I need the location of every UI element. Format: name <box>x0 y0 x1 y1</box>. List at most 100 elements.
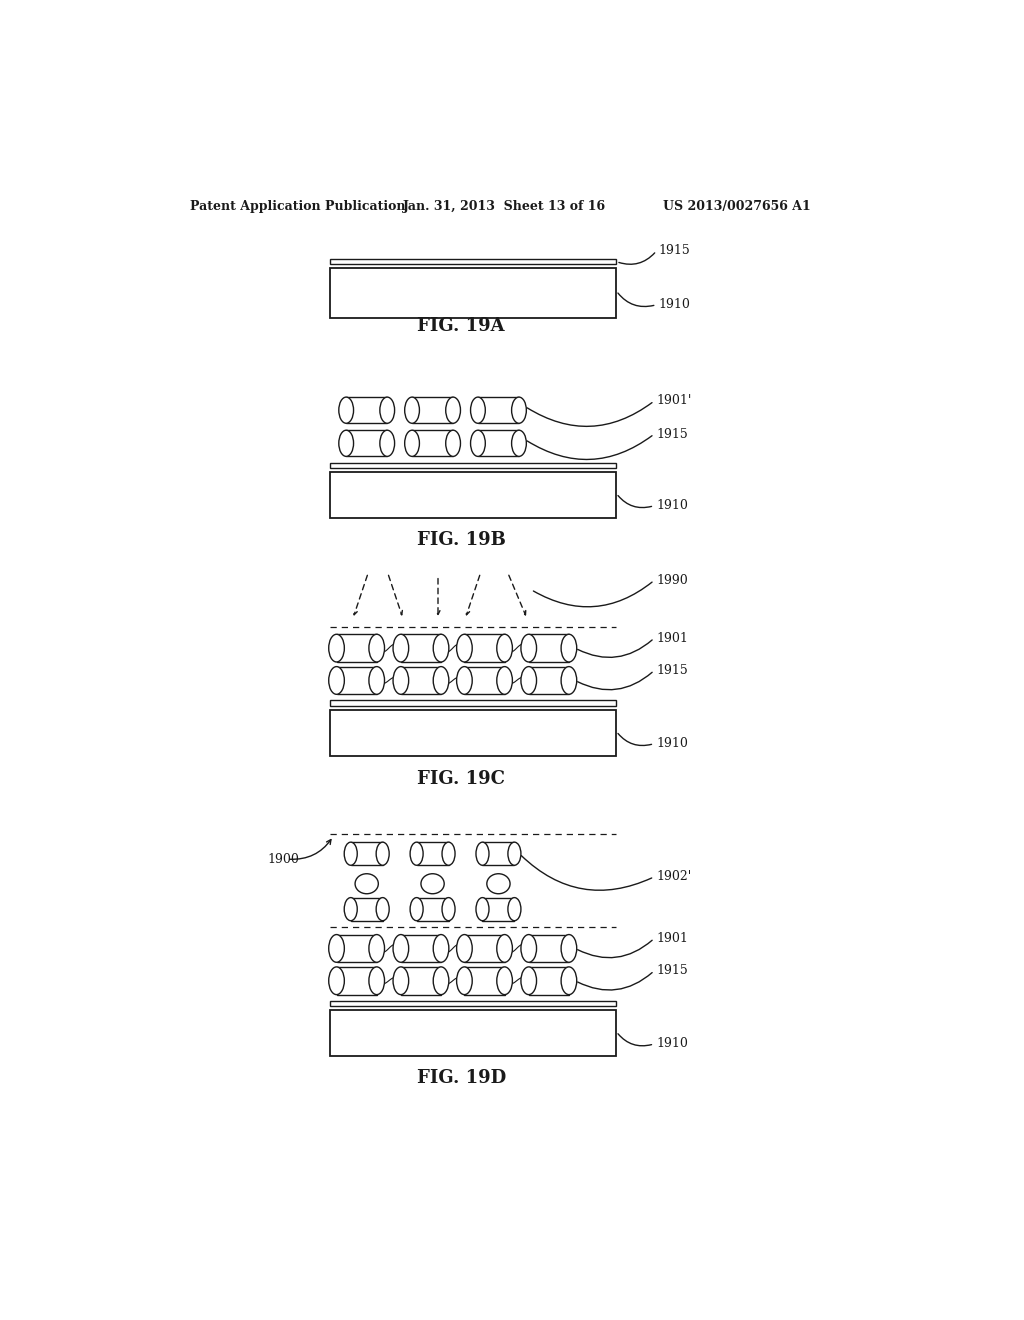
Ellipse shape <box>497 635 512 663</box>
Ellipse shape <box>410 842 423 866</box>
Ellipse shape <box>433 635 449 663</box>
Bar <box>528 935 569 962</box>
Bar <box>330 268 616 318</box>
Ellipse shape <box>433 966 449 995</box>
Bar <box>528 667 569 694</box>
Bar <box>478 397 519 424</box>
Bar <box>400 635 441 663</box>
Ellipse shape <box>376 898 389 921</box>
Ellipse shape <box>445 397 461 424</box>
Ellipse shape <box>457 966 472 995</box>
Ellipse shape <box>329 966 344 995</box>
Bar <box>337 966 377 995</box>
Text: 1915: 1915 <box>656 664 688 677</box>
Bar <box>330 1001 616 1006</box>
Ellipse shape <box>512 397 526 424</box>
Ellipse shape <box>508 898 521 921</box>
Ellipse shape <box>476 842 489 866</box>
Bar <box>465 966 505 995</box>
Text: 1901: 1901 <box>656 932 688 945</box>
Ellipse shape <box>329 935 344 962</box>
Ellipse shape <box>433 667 449 694</box>
Bar <box>412 430 453 457</box>
Text: 1901: 1901 <box>656 631 688 644</box>
Bar <box>465 635 505 663</box>
Bar <box>330 259 616 264</box>
Ellipse shape <box>471 397 485 424</box>
Text: Patent Application Publication: Patent Application Publication <box>190 199 406 213</box>
Ellipse shape <box>339 397 353 424</box>
Bar <box>478 430 519 457</box>
Bar <box>417 842 449 866</box>
Ellipse shape <box>404 430 420 457</box>
Bar <box>412 397 453 424</box>
Bar <box>528 635 569 663</box>
Text: US 2013/0027656 A1: US 2013/0027656 A1 <box>663 199 811 213</box>
Ellipse shape <box>512 430 526 457</box>
Ellipse shape <box>393 935 409 962</box>
Ellipse shape <box>561 667 577 694</box>
Ellipse shape <box>521 635 537 663</box>
Ellipse shape <box>339 430 353 457</box>
Ellipse shape <box>521 935 537 962</box>
Ellipse shape <box>497 966 512 995</box>
Bar <box>330 471 616 517</box>
Text: 1910: 1910 <box>656 737 688 750</box>
Bar <box>400 966 441 995</box>
Ellipse shape <box>329 667 344 694</box>
Ellipse shape <box>344 898 357 921</box>
Ellipse shape <box>445 430 461 457</box>
Text: FIG. 19B: FIG. 19B <box>417 531 506 549</box>
Bar <box>400 667 441 694</box>
Text: 1915: 1915 <box>656 964 688 977</box>
Bar <box>528 966 569 995</box>
Ellipse shape <box>471 430 485 457</box>
Text: 1901': 1901' <box>656 395 692 408</box>
Ellipse shape <box>329 635 344 663</box>
Text: 1915: 1915 <box>656 428 688 441</box>
Bar <box>465 667 505 694</box>
Bar <box>337 935 377 962</box>
Text: Jan. 31, 2013  Sheet 13 of 16: Jan. 31, 2013 Sheet 13 of 16 <box>403 199 606 213</box>
Text: 1900: 1900 <box>267 853 299 866</box>
Bar <box>337 635 377 663</box>
Ellipse shape <box>393 635 409 663</box>
Text: 1902': 1902' <box>656 870 692 883</box>
Text: 1910: 1910 <box>656 1038 688 1051</box>
Ellipse shape <box>561 935 577 962</box>
Ellipse shape <box>561 635 577 663</box>
Text: FIG. 19C: FIG. 19C <box>417 770 505 788</box>
Ellipse shape <box>497 935 512 962</box>
Ellipse shape <box>497 667 512 694</box>
Ellipse shape <box>376 842 389 866</box>
Ellipse shape <box>457 935 472 962</box>
Ellipse shape <box>393 667 409 694</box>
Bar <box>330 462 616 469</box>
Bar <box>346 430 387 457</box>
Ellipse shape <box>404 397 420 424</box>
Ellipse shape <box>369 935 385 962</box>
Ellipse shape <box>380 397 394 424</box>
Ellipse shape <box>457 635 472 663</box>
Ellipse shape <box>369 966 385 995</box>
Text: 1915: 1915 <box>658 244 690 257</box>
Ellipse shape <box>561 966 577 995</box>
Bar <box>330 1010 616 1056</box>
Bar <box>400 935 441 962</box>
Text: 1990: 1990 <box>656 574 688 587</box>
Bar <box>330 710 616 756</box>
Ellipse shape <box>380 430 394 457</box>
Ellipse shape <box>433 935 449 962</box>
Ellipse shape <box>486 874 510 894</box>
Bar <box>482 842 514 866</box>
Text: 1910: 1910 <box>656 499 688 512</box>
Ellipse shape <box>521 966 537 995</box>
Text: FIG. 19D: FIG. 19D <box>417 1069 506 1086</box>
Bar <box>465 935 505 962</box>
Ellipse shape <box>421 874 444 894</box>
Bar <box>337 667 377 694</box>
Bar <box>417 898 449 921</box>
Ellipse shape <box>355 874 378 894</box>
Bar <box>351 842 383 866</box>
Bar <box>482 898 514 921</box>
